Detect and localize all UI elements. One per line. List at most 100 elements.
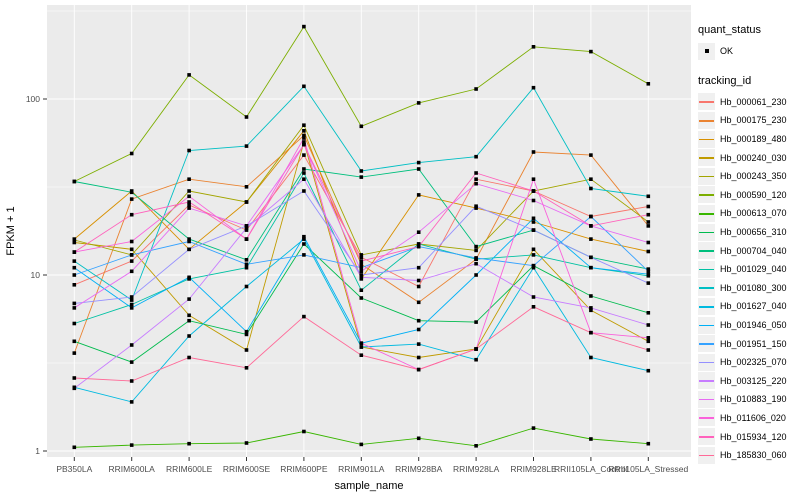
data-point	[646, 267, 651, 271]
legend-item-Hb_001627_040: Hb_001627_040	[698, 297, 798, 316]
data-point	[646, 269, 651, 274]
legend: quant_status OK tracking_id Hb_000061_23…	[698, 24, 798, 478]
data-point	[359, 345, 364, 349]
data-point	[531, 220, 536, 224]
data-point	[589, 237, 593, 241]
data-point	[72, 306, 77, 310]
data-point	[589, 308, 593, 313]
data-point	[646, 323, 651, 327]
panel-background	[47, 5, 691, 457]
data-point	[244, 115, 249, 119]
data-point	[129, 239, 134, 244]
legend-item-Hb_000590_120: Hb_000590_120	[698, 186, 798, 205]
data-point	[129, 247, 134, 252]
data-point	[474, 256, 478, 260]
x-tick-label: RRIM928LA	[453, 464, 500, 474]
legend-tracking-items: Hb_000061_230 Hb_000175_230 Hb_000189_480 H…	[698, 93, 798, 465]
legend-item-label: Hb_000240_030	[720, 152, 787, 163]
data-point	[187, 194, 191, 199]
data-point	[302, 429, 306, 434]
data-point	[129, 306, 134, 310]
data-point	[302, 171, 306, 175]
data-point	[244, 329, 249, 334]
data-point	[187, 334, 191, 338]
x-tick-label: RRIM928LE	[510, 464, 557, 474]
data-point	[302, 177, 306, 181]
data-point	[187, 203, 191, 207]
color-line-key-icon	[698, 223, 715, 241]
data-point	[474, 248, 478, 253]
data-point	[129, 443, 134, 447]
legend-item-label: Hb_000704_040	[720, 245, 787, 256]
legend-item-label: Hb_003125_220	[720, 375, 787, 386]
data-point	[531, 198, 536, 203]
data-point	[129, 269, 134, 274]
legend-item-label: Hb_002325_070	[720, 357, 787, 368]
color-line-key-icon	[698, 446, 715, 464]
data-point	[531, 263, 536, 268]
data-point	[646, 281, 651, 285]
data-point	[72, 321, 77, 326]
data-point	[531, 247, 536, 252]
y-axis-title: FPKM + 1	[5, 206, 17, 255]
color-line-key-icon	[698, 335, 715, 353]
data-point	[416, 355, 421, 360]
data-point	[531, 295, 536, 299]
data-point	[129, 298, 134, 302]
x-tick-label: RRIM600LE	[166, 464, 213, 474]
data-point	[244, 144, 249, 148]
y-tick-label: 1	[35, 446, 40, 456]
data-point	[416, 101, 421, 105]
color-line-key-icon	[698, 93, 715, 111]
data-point	[244, 348, 249, 352]
data-point	[416, 265, 421, 270]
data-point	[589, 355, 593, 360]
legend-item-Hb_000613_070: Hb_000613_070	[698, 204, 798, 223]
data-point	[129, 212, 134, 217]
color-line-key-icon	[698, 316, 715, 334]
data-point	[474, 177, 478, 181]
legend-item-Hb_015934_120: Hb_015934_120	[698, 427, 798, 446]
legend-item-Hb_000243_350: Hb_000243_350	[698, 167, 798, 186]
data-point	[589, 306, 593, 310]
data-point	[474, 204, 478, 208]
data-point	[302, 84, 306, 89]
data-point	[359, 255, 364, 260]
data-point	[416, 242, 421, 246]
data-point	[416, 278, 421, 283]
data-point	[646, 348, 651, 352]
data-point	[129, 190, 134, 195]
data-point	[72, 301, 77, 306]
legend-item-label: Hb_001946_050	[720, 320, 787, 331]
data-point	[72, 238, 77, 242]
color-line-key-icon	[698, 149, 715, 167]
legend-item-Hb_010883_190: Hb_010883_190	[698, 390, 798, 409]
data-point	[416, 300, 421, 305]
data-point	[531, 305, 536, 309]
color-line-key-icon	[698, 353, 715, 371]
data-point	[646, 336, 651, 340]
data-point	[302, 123, 306, 127]
y-tick-label: 10	[31, 270, 41, 280]
data-point	[416, 193, 421, 197]
data-point	[129, 197, 134, 201]
data-point	[474, 181, 478, 186]
data-point	[187, 318, 191, 323]
data-point	[531, 228, 536, 232]
data-point	[302, 237, 306, 241]
data-point	[416, 367, 421, 372]
data-point	[302, 234, 306, 239]
data-point	[646, 212, 651, 217]
data-point	[646, 224, 651, 228]
legend-item-label: Hb_000061_230	[720, 96, 787, 107]
data-point	[244, 237, 249, 241]
data-point	[474, 320, 478, 324]
data-point	[531, 85, 536, 90]
color-line-key-icon	[698, 428, 715, 446]
data-point	[474, 87, 478, 91]
data-point	[359, 353, 364, 357]
legend-item-label: Hb_000613_070	[720, 208, 787, 219]
data-point	[646, 368, 651, 373]
legend-tracking-id: tracking_id Hb_000061_230 Hb_000175_230 Hb…	[698, 75, 798, 465]
legend-item-ok: OK	[698, 42, 798, 61]
